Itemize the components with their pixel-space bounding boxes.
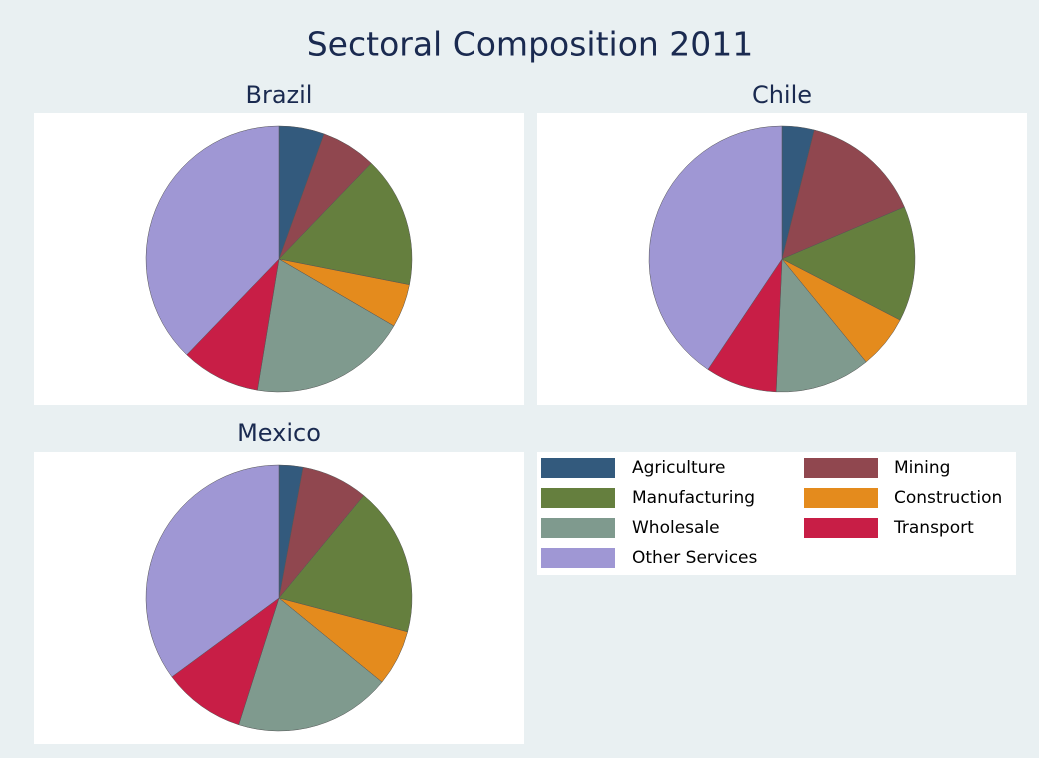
pie-slice (775, 258, 867, 393)
pie-slice (145, 464, 280, 678)
chart-title: Sectoral Composition 2011 (307, 25, 754, 64)
pie-slice (186, 258, 280, 391)
pie-slice (171, 597, 280, 726)
pie-title: Brazil (246, 81, 313, 109)
legend-swatch (541, 518, 615, 538)
legend-label: Construction (894, 488, 1002, 508)
legend-swatch (804, 518, 878, 538)
legend-swatch (804, 458, 878, 478)
legend-label: Other Services (632, 548, 758, 568)
pie-title: Mexico (237, 419, 321, 447)
pie-slice (238, 597, 383, 732)
pie-slice (257, 258, 395, 393)
legend-label: Wholesale (632, 518, 720, 538)
legend-label: Mining (894, 458, 950, 478)
legend-label: Manufacturing (632, 488, 755, 508)
legend-swatch (804, 488, 878, 508)
legend (537, 452, 1016, 575)
legend-swatch (541, 548, 615, 568)
legend-label: Agriculture (632, 458, 726, 478)
pie-slice (278, 162, 413, 286)
pie-slice (781, 206, 916, 321)
legend-label: Transport (893, 518, 974, 538)
pie-slice (278, 495, 413, 633)
pie-slice (781, 129, 905, 260)
legend-swatch (541, 458, 615, 478)
pie-title: Chile (752, 81, 812, 109)
pie-slice (648, 125, 783, 370)
pie-slice (145, 125, 280, 356)
legend-swatch (541, 488, 615, 508)
